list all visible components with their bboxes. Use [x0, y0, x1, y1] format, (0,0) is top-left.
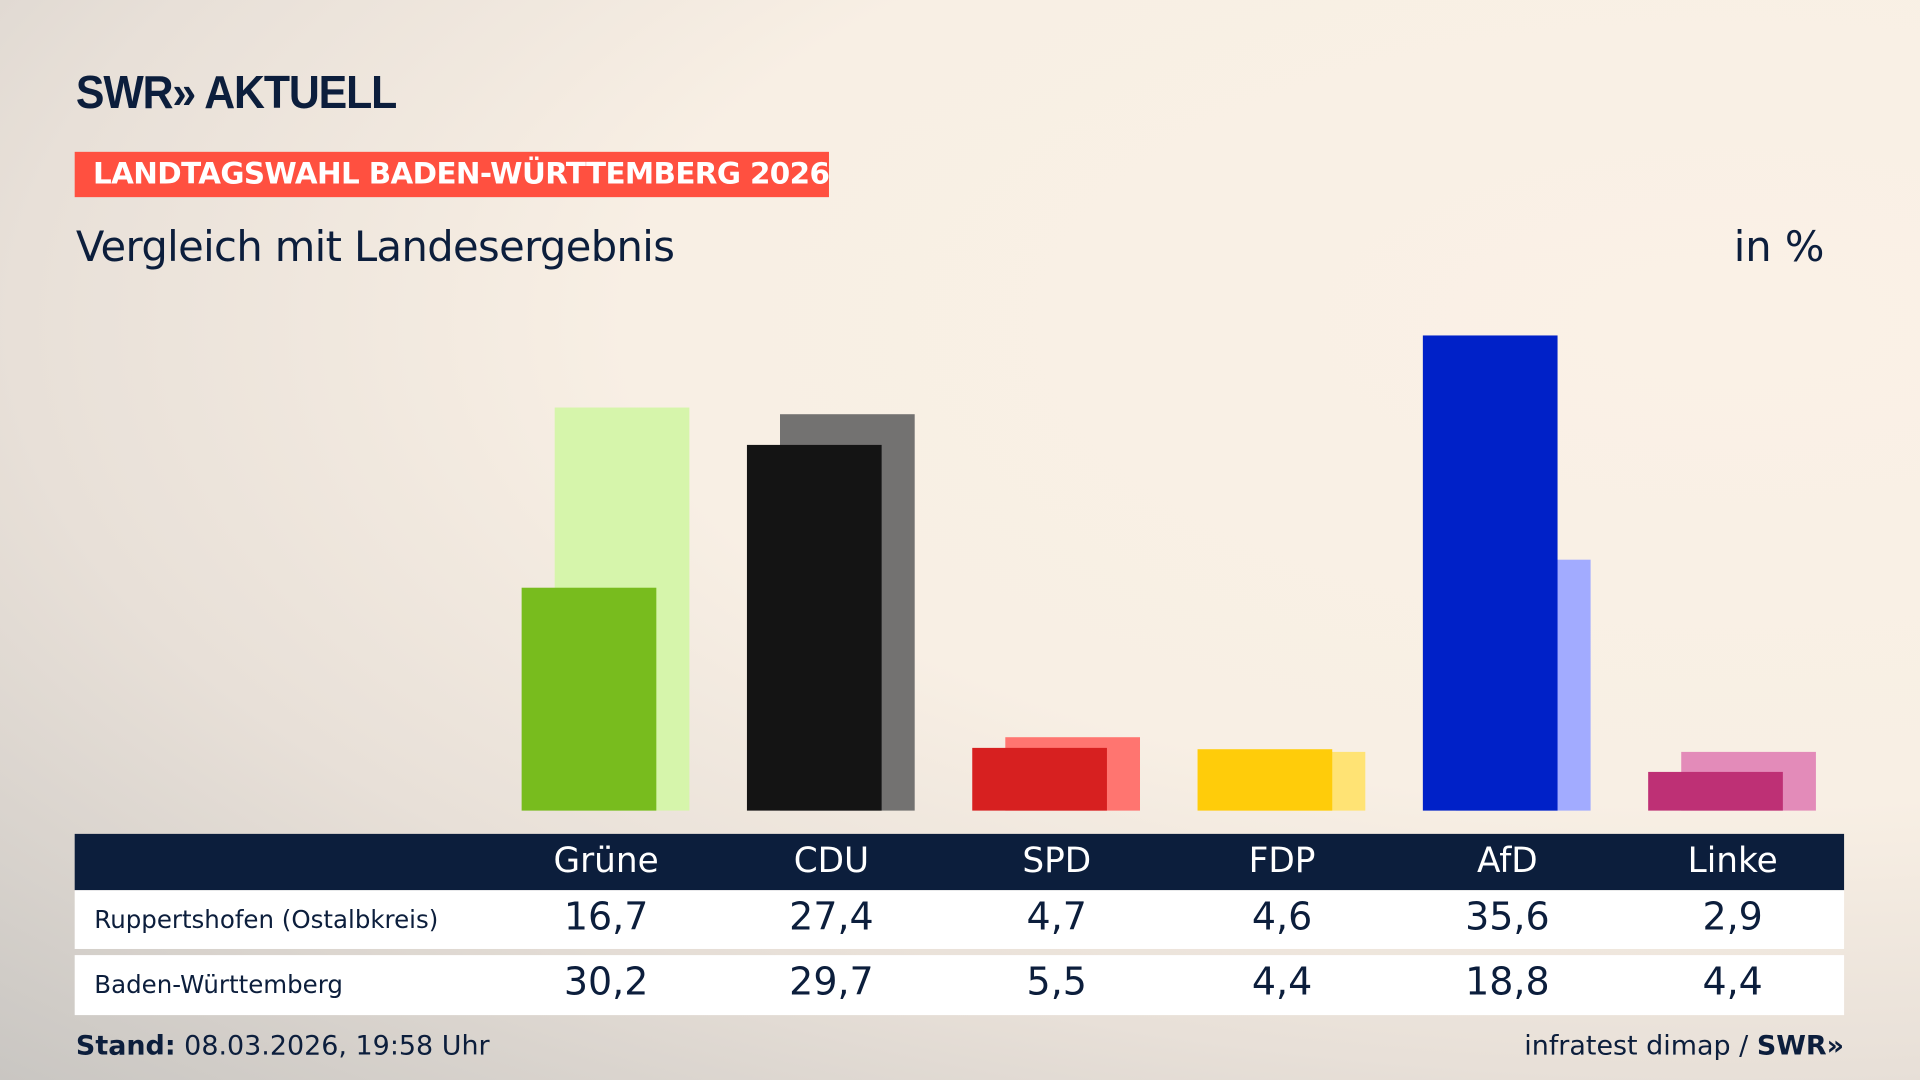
unit-label: in % — [1733, 222, 1825, 272]
table-header: Grüne CDU SPD FDP AfD Linke — [74, 833, 1845, 891]
stand-value: 08.03.2026, 19:58 Uhr — [175, 1031, 490, 1062]
value-cell: 18,8 — [1465, 960, 1550, 1005]
value-cell: 29,7 — [789, 960, 874, 1005]
party-header: SPD — [1022, 840, 1092, 881]
table-row: Baden-Württemberg 30,2 29,7 5,5 4,4 18,8 4,4 — [74, 955, 1845, 1016]
value-cell: 5,5 — [1026, 960, 1087, 1005]
swr-logo: SWR» — [1756, 1031, 1845, 1062]
party-header: CDU — [793, 840, 870, 881]
value-cell: 27,4 — [789, 895, 874, 940]
party-header: Linke — [1687, 840, 1778, 881]
value-cell: 2,9 — [1702, 895, 1763, 940]
bar-local-1 — [746, 444, 882, 811]
value-cell: 4,4 — [1251, 960, 1313, 1005]
source: infratest dimap / SWR» — [1524, 1031, 1844, 1062]
bar-local-5 — [1648, 771, 1783, 811]
value-cell: 4,6 — [1251, 895, 1313, 940]
source-text: infratest dimap / — [1524, 1031, 1757, 1062]
row-label: Ruppertshofen (Ostalbkreis) — [94, 904, 439, 935]
party-header: AfD — [1476, 840, 1538, 881]
bar-local-2 — [972, 747, 1107, 811]
swr-aktuell-logo: SWR» AKTUELL — [75, 67, 397, 119]
row-label: Baden-Württemberg — [94, 969, 343, 1000]
value-cell: 4,4 — [1702, 960, 1763, 1005]
bar-local-4 — [1422, 335, 1558, 811]
party-header: Grüne — [553, 840, 659, 881]
bar-local-3 — [1197, 749, 1333, 811]
bar-local-0 — [521, 587, 657, 811]
election-badge: LANDTAGSWAHL BADEN-WÜRTTEMBERG 2026 — [74, 151, 830, 198]
chart-subtitle: Vergleich mit Landesergebnis — [75, 222, 675, 272]
party-header: FDP — [1248, 840, 1316, 881]
value-cell: 16,7 — [563, 895, 649, 940]
value-cell: 4,7 — [1026, 895, 1087, 940]
stand-label: Stand: — [75, 1031, 176, 1062]
timestamp: Stand: 08.03.2026, 19:58 Uhr — [76, 1031, 490, 1062]
value-cell: 30,2 — [563, 960, 649, 1005]
table-row: Ruppertshofen (Ostalbkreis) 16,7 27,4 4,7 4… — [74, 890, 1845, 949]
value-cell: 35,6 — [1465, 895, 1550, 940]
